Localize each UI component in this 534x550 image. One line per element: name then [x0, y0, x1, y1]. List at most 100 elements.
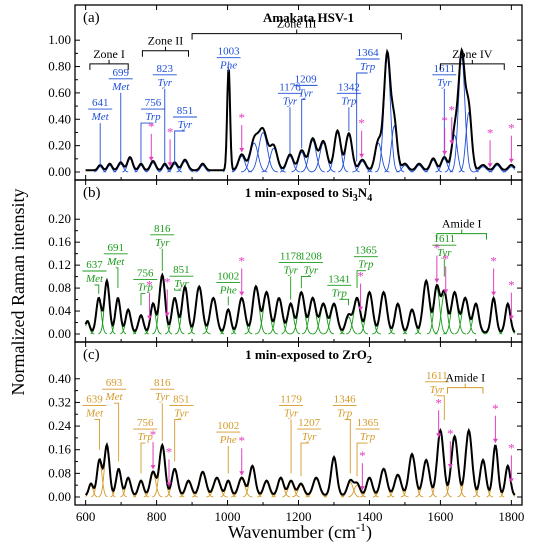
annotation-wavenumber: 1003 [218, 46, 241, 58]
spectrum-envelope [84, 272, 516, 334]
fit-components [84, 272, 516, 335]
y-tick-label: 0.20 [48, 211, 71, 226]
annotation-wavenumber: 691 [108, 242, 125, 254]
peak-annotation: 1611 Tyr [432, 233, 457, 277]
panel-title-sub2: 4 [367, 193, 372, 204]
asterisk-symbol: * [150, 427, 157, 442]
annotation-residue: Phe [219, 434, 237, 446]
annotation-leader [114, 402, 120, 462]
component-peak [271, 478, 291, 498]
panel-title-tail: N [358, 185, 368, 200]
asterisk-symbol: * [238, 254, 245, 269]
annotation-leader [436, 395, 445, 421]
asterisk-symbol: * [166, 444, 173, 459]
annotation-leader [140, 442, 146, 474]
component-peak [195, 164, 210, 173]
annotation-wavenumber: 1611 [434, 63, 456, 75]
annotation-leader [94, 418, 100, 450]
peak-annotation: 693 Met [102, 377, 127, 462]
annotation-wavenumber: 1178 [280, 250, 302, 262]
component-peak [145, 162, 161, 173]
annotation-wavenumber: 699 [113, 67, 130, 79]
annotation-residue: Tyr [155, 391, 170, 403]
zone-line [191, 33, 402, 40]
peak-annotation: 851 Tyr [172, 105, 197, 163]
annotation-residue: Met [104, 391, 123, 403]
zone-label: Amide I [445, 371, 485, 385]
asterisk-marker: * [150, 427, 157, 470]
annotation-residue: Trp [337, 407, 353, 419]
component-peak [367, 142, 390, 173]
fit-components [85, 47, 516, 173]
annotation-residue: Tyr [302, 431, 317, 443]
asterisk-arrowhead [239, 471, 245, 476]
annotation-residue: Tyr [298, 87, 313, 99]
asterisk-marker: * [508, 440, 515, 483]
component-peak [257, 481, 276, 498]
asterisk-marker: * [166, 444, 173, 487]
asterisk-arrowhead [491, 291, 497, 296]
component-peak [449, 55, 474, 173]
x-tick-label: 600 [76, 509, 96, 524]
annotation-leader [356, 72, 368, 162]
peak-annotation: 756 Trp [140, 97, 166, 163]
annotation-residue: Trp [341, 95, 357, 107]
asterisk-marker: * [442, 251, 449, 294]
panel-label: (b) [83, 185, 101, 201]
y-axis-label: Normalized Raman intensity [8, 189, 28, 396]
zone-label: Zone IV [452, 47, 493, 61]
annotation-wavenumber: 1342 [338, 81, 360, 93]
asterisk-arrowhead [508, 478, 514, 483]
annotation-residue: Trp [360, 431, 376, 443]
panel-title: Amakata HSV-1 [263, 10, 354, 25]
peak-annotation: 641 Met [88, 97, 113, 166]
asterisk-marker: * [441, 113, 448, 155]
annotation-wavenumber: 1002 [217, 270, 239, 282]
component-peak [282, 481, 300, 498]
annotation-wavenumber: 1365 [357, 417, 380, 429]
peak-annotation: 1346 Trp [332, 393, 357, 474]
y-tick-label: 0.00 [48, 489, 71, 504]
annotation-residue: Tyr [304, 264, 319, 276]
component-peak [345, 299, 369, 335]
component-peak [231, 155, 252, 173]
asterisk-arrowhead [166, 482, 172, 487]
annotation-wavenumber: 1207 [298, 417, 321, 429]
annotation-residue: Tyr [437, 77, 452, 89]
asterisk-marker: * [434, 241, 440, 283]
annotation-wavenumber: 1002 [217, 420, 239, 432]
peak-annotation: 823 Tyr [152, 63, 177, 163]
peak-annotation: 1364 Trp [355, 47, 380, 162]
asterisk-marker: * [508, 121, 515, 163]
asterisk-symbol: * [441, 113, 448, 128]
component-peak [291, 151, 313, 173]
asterisk-symbol: * [358, 116, 365, 131]
annotation-leader [300, 442, 310, 477]
component-peak [502, 166, 516, 173]
peak-annotation: 1365 Trp [353, 245, 378, 289]
annotation-wavenumber: 1341 [328, 273, 350, 285]
annotation-leader [301, 98, 306, 149]
asterisk-arrowhead [359, 153, 365, 158]
asterisk-symbol: * [164, 274, 171, 289]
asterisk-symbol: * [167, 124, 174, 139]
peak-annotation: 1342 Trp [336, 81, 361, 132]
component-peak [176, 161, 194, 173]
spectrum-envelope [85, 427, 516, 496]
peak-annotation: 699 Met [108, 67, 133, 162]
component-peak [384, 124, 405, 173]
peak-annotation: 1002 Phe [216, 420, 241, 474]
component-peak [387, 475, 409, 498]
asterisk-symbol: * [435, 395, 442, 410]
x-axis-label-sup: -1 [356, 520, 366, 534]
asterisk-marker: * [359, 448, 366, 491]
annotation-wavenumber: 756 [145, 97, 162, 109]
asterisk-marker: * [490, 254, 497, 296]
annotation-residue: Tyr [437, 247, 452, 259]
zone-line [141, 50, 190, 57]
panel-title: 1 min-exposed to ZrO2 [245, 347, 372, 366]
annotation-wavenumber: 851 [173, 393, 190, 405]
asterisk-symbol: * [148, 119, 155, 134]
asterisk-marker: * [167, 124, 174, 167]
